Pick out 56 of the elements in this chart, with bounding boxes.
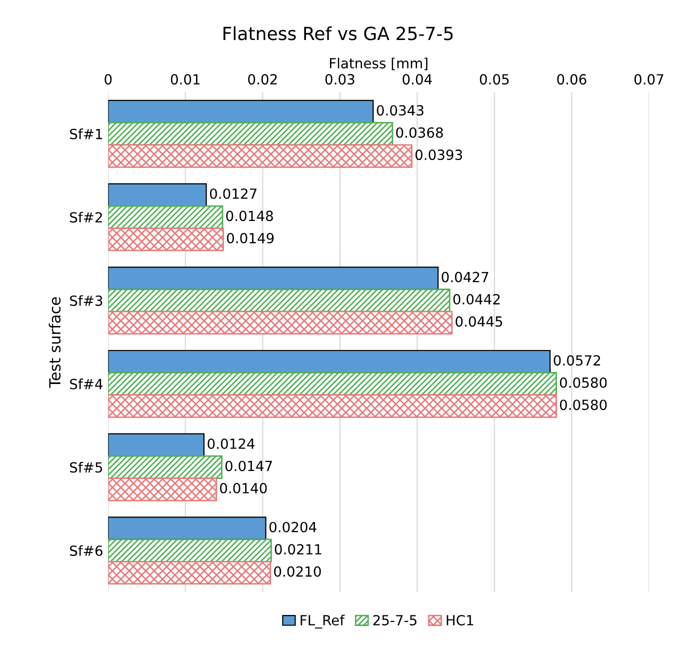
x-tick-label: 0.04 <box>402 74 432 85</box>
y-axis-title: Test surface <box>48 297 61 388</box>
bar <box>108 538 272 562</box>
data-label: 0.0427 <box>442 272 488 282</box>
data-label: 0.0211 <box>274 544 322 555</box>
data-label: 0.0210 <box>274 566 321 577</box>
bar <box>108 560 272 585</box>
legend-label: 25-7-5 <box>373 614 416 626</box>
y-tick-label: Sf#6 <box>70 545 102 556</box>
bar <box>108 100 374 124</box>
y-tick-label: Sf#5 <box>70 462 102 473</box>
bar <box>108 288 450 312</box>
data-label: 0.0572 <box>554 355 600 366</box>
x-tick-label: 0.02 <box>248 74 277 85</box>
bar <box>108 183 207 207</box>
y-tick-label: Sf#3 <box>70 295 102 306</box>
bar <box>108 433 205 457</box>
data-label: 0.0442 <box>453 294 500 305</box>
x-axis-title: Flatness [mm] <box>330 58 428 70</box>
chart-title: Flatness Ref vs GA 25-7-5 <box>224 26 453 40</box>
data-label: 0.0147 <box>225 460 272 472</box>
data-label: 0.0343 <box>376 105 424 116</box>
bar <box>108 228 224 252</box>
data-label: 0.0124 <box>208 438 255 449</box>
data-label: 0.0204 <box>269 522 316 532</box>
bar <box>108 205 224 229</box>
x-tick-label: 0 <box>104 74 112 85</box>
data-label: 0.0127 <box>210 188 256 199</box>
y-tick-label: Sf#1 <box>70 128 102 140</box>
y-tick-label: Sf#2 <box>70 212 102 223</box>
data-label: 0.0580 <box>560 400 607 410</box>
x-tick-label: 0.03 <box>325 74 354 85</box>
y-tick-label: Sf#4 <box>70 378 103 390</box>
bar <box>108 394 557 418</box>
data-label: 0.0445 <box>456 316 502 327</box>
data-label: 0.0148 <box>226 210 273 222</box>
bar <box>108 372 557 396</box>
bar <box>108 350 551 374</box>
x-tick-label: 0.07 <box>634 74 664 85</box>
x-tick-label: 0.05 <box>480 74 509 85</box>
data-label: 0.0368 <box>396 127 443 138</box>
data-label: 0.0140 <box>220 482 267 494</box>
bar <box>108 516 266 540</box>
bar <box>108 266 439 290</box>
bar <box>108 455 222 479</box>
bar <box>108 144 412 168</box>
x-tick-label: 0.01 <box>170 74 200 85</box>
legend-label: FL_Ref <box>300 614 345 629</box>
legend-label: HC1 <box>446 614 474 626</box>
bar <box>108 478 218 502</box>
bar <box>108 122 394 146</box>
data-label: 0.0580 <box>560 377 607 388</box>
data-label: 0.0393 <box>415 150 462 160</box>
x-tick-label: 0.06 <box>557 74 586 85</box>
bar <box>108 310 453 335</box>
data-label: 0.0149 <box>226 232 274 244</box>
